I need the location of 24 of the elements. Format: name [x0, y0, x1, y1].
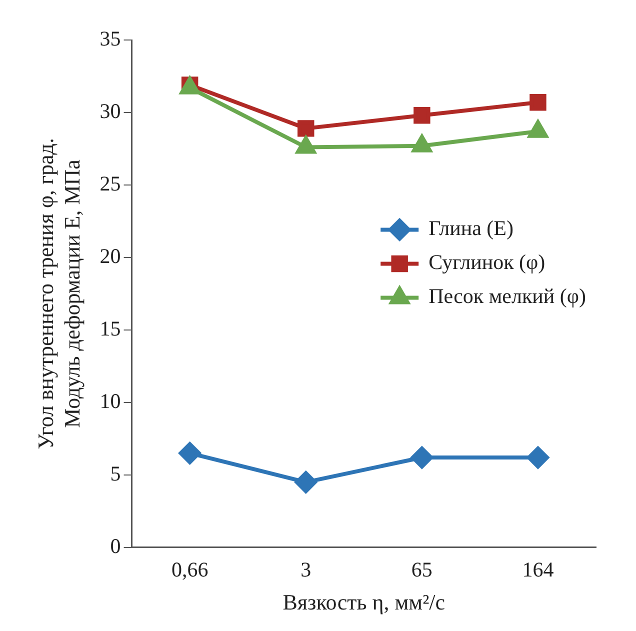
point: [526, 446, 549, 469]
point: [410, 446, 433, 469]
y-tick-label: 25: [100, 171, 121, 196]
x-tick-label: 65: [411, 558, 432, 582]
y-tick-label: 0: [110, 534, 121, 558]
y-tick-label: 5: [110, 461, 121, 486]
point: [530, 94, 546, 111]
x-axis-title: Вязкость η, мм²/с: [282, 590, 446, 615]
x-tick-label: 164: [522, 558, 554, 582]
point: [178, 442, 201, 464]
y-tick-label: 35: [100, 26, 121, 51]
point: [414, 107, 430, 124]
point: [294, 471, 317, 494]
point: [298, 120, 314, 137]
y-tick-label: 15: [100, 316, 121, 340]
y-tick-label: 10: [100, 388, 121, 413]
y-tick-label: 20: [100, 244, 121, 268]
x-tick-label: 0,66: [171, 558, 208, 582]
legend-label: Глина (E): [428, 216, 514, 240]
legend-label: Суглинок (φ): [428, 250, 546, 274]
y-tick-label: 30: [100, 99, 121, 123]
y-axis-title: Угол внутреннего трения φ, град. Модуль деформации E, МПа: [32, 138, 84, 450]
legend-label: Песок мелкий (φ): [428, 284, 586, 308]
x-tick-label: 3: [300, 558, 312, 582]
